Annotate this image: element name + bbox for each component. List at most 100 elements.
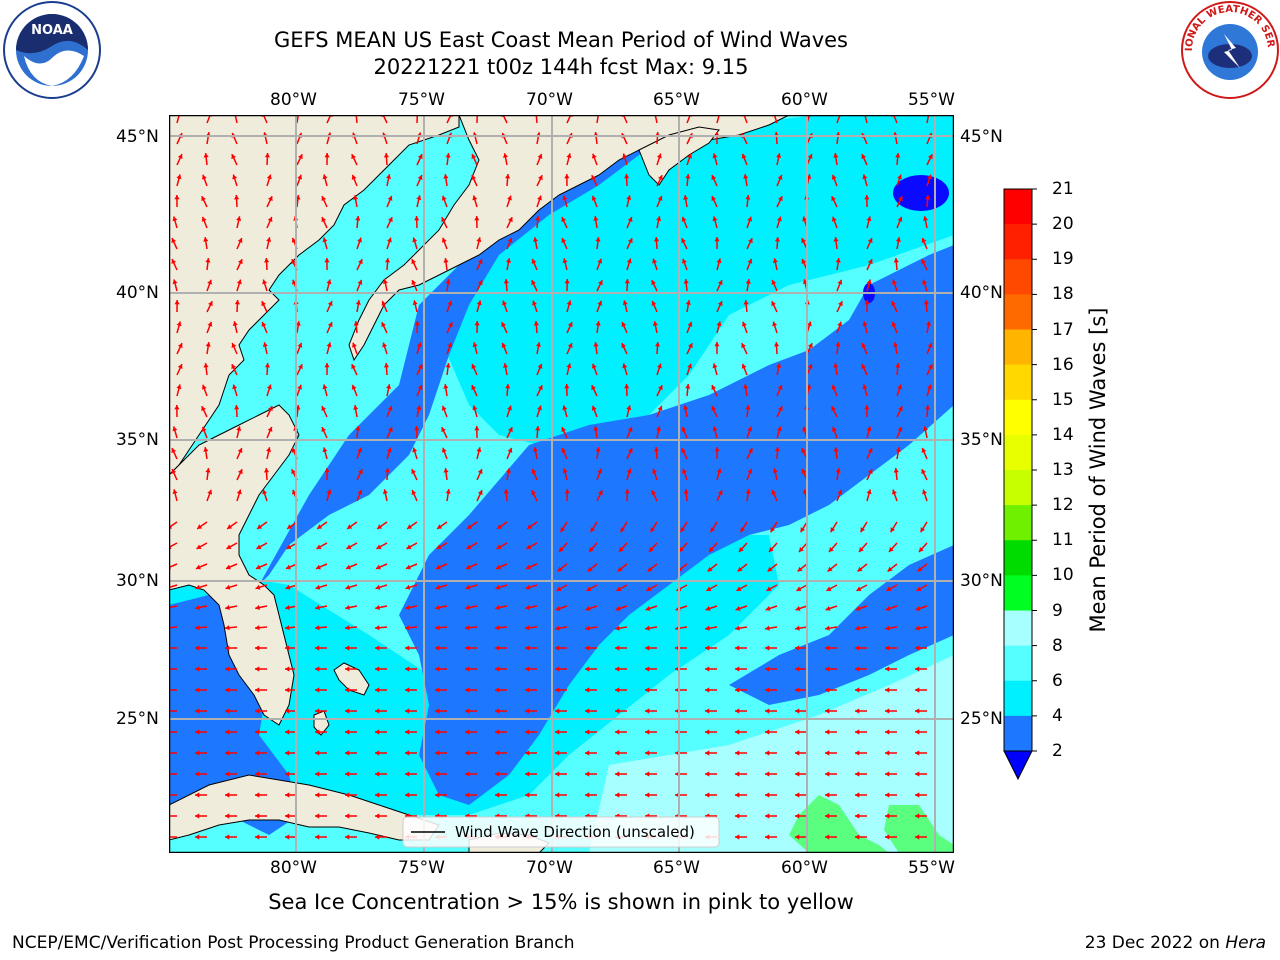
- wave-direction-arrowhead: [322, 447, 328, 453]
- wave-direction-arrowhead: [264, 153, 270, 158]
- wave-direction-arrowhead: [621, 343, 627, 349]
- noaa-logo: NOAA: [0, 0, 104, 108]
- wave-direction-arrowhead: [831, 196, 836, 202]
- wave-direction-arrowhead: [801, 468, 807, 474]
- wave-direction-arrowhead: [357, 447, 363, 453]
- wave-direction-arrowhead: [597, 300, 603, 306]
- wave-direction-arrowhead: [585, 729, 590, 735]
- wave-direction-arrowhead: [417, 385, 423, 390]
- wave-direction-arrowhead: [622, 153, 628, 159]
- wave-direction-arrowhead: [353, 195, 359, 200]
- wave-direction-arrowhead: [555, 645, 560, 651]
- wave-direction-arrowhead: [508, 427, 513, 433]
- wave-direction-arrowhead: [417, 154, 423, 160]
- wave-direction-arrowhead: [831, 174, 837, 180]
- wave-direction-arrowhead: [765, 792, 770, 798]
- wave-direction-arrowhead: [285, 729, 290, 735]
- wave-direction-arrowhead: [922, 489, 928, 495]
- period-below-2: [893, 175, 949, 211]
- wave-direction-arrowhead: [653, 237, 660, 242]
- wave-direction-arrowhead: [915, 645, 920, 651]
- wave-direction-arrowhead: [405, 708, 410, 714]
- wave-direction-arrowhead: [497, 524, 503, 529]
- wave-direction-arrowhead: [705, 750, 710, 756]
- wave-direction-arrowhead: [564, 279, 570, 284]
- wave-direction-arrowhead: [893, 342, 899, 347]
- wave-direction-arrowhead: [898, 406, 903, 412]
- wave-direction-arrowhead: [405, 645, 410, 651]
- wave-direction-arrowhead: [885, 771, 890, 777]
- wave-direction-arrowhead: [656, 216, 662, 221]
- wave-direction-arrowhead: [201, 174, 207, 180]
- wave-direction-arrowhead: [652, 258, 658, 264]
- wave-direction-arrowhead: [624, 279, 630, 284]
- wave-direction-arrowhead: [315, 834, 320, 840]
- wave-direction-arrowhead: [624, 174, 630, 179]
- wave-direction-arrowhead: [735, 750, 740, 756]
- wave-direction-arrowhead: [532, 300, 537, 306]
- wave-direction-arrowhead: [171, 238, 177, 244]
- wave-direction-arrowhead: [225, 813, 230, 819]
- wave-direction-arrowhead: [898, 196, 903, 202]
- colorbar-tick-label: 15: [1052, 389, 1074, 410]
- wave-direction-arrowhead: [448, 322, 453, 328]
- wave-direction-arrowhead: [777, 174, 783, 180]
- wave-direction-arrowhead: [414, 321, 420, 326]
- lat-label-right-30n: 30°N: [960, 571, 1003, 591]
- wave-direction-arrowhead: [505, 384, 511, 389]
- wave-direction-arrowhead: [327, 301, 333, 307]
- wave-direction-arrowhead: [627, 448, 633, 454]
- wave-direction-arrowhead: [771, 301, 777, 307]
- wave-direction-arrowhead: [745, 195, 751, 200]
- wave-direction-arrowhead: [867, 448, 873, 454]
- wave-direction-arrowhead: [735, 625, 740, 631]
- wave-direction-arrowhead: [375, 604, 380, 611]
- wave-direction-arrowhead: [203, 237, 209, 242]
- wave-direction-arrowhead: [556, 586, 562, 591]
- wave-direction-arrowhead: [445, 153, 451, 158]
- colorbar-tick-label: 4: [1052, 705, 1063, 726]
- wave-direction-arrowhead: [652, 468, 658, 474]
- wave-direction-arrowhead: [566, 153, 572, 159]
- wave-direction-arrowhead: [531, 490, 536, 496]
- wave-direction-arrowhead: [201, 216, 207, 222]
- lon-label-top-55w: 55°W: [908, 90, 955, 110]
- wave-direction-arrowhead: [225, 625, 230, 631]
- wave-direction-arrowhead: [557, 566, 563, 572]
- wave-direction-arrow: [176, 115, 180, 124]
- wave-direction-arrowhead: [437, 524, 443, 529]
- wave-direction-arrowhead: [855, 708, 860, 714]
- wave-direction-arrowhead: [801, 238, 807, 244]
- wave-direction-arrowhead: [705, 606, 711, 611]
- wave-direction-arrowhead: [624, 384, 630, 389]
- wave-direction-arrowhead: [174, 195, 180, 200]
- wave-direction-arrowhead: [472, 195, 478, 201]
- wave-direction-arrowhead: [525, 645, 530, 651]
- wave-direction-arrowhead: [651, 490, 657, 496]
- wave-direction-arrowhead: [561, 427, 567, 433]
- wave-direction-arrowhead: [375, 729, 380, 735]
- wave-direction-arrowhead: [827, 566, 833, 572]
- wave-direction-arrowhead: [747, 258, 753, 264]
- wave-direction-arrowhead: [345, 687, 350, 693]
- wave-direction-arrowhead: [443, 174, 449, 179]
- wave-direction-arrowhead: [856, 586, 862, 591]
- wave-direction-arrowhead: [915, 792, 920, 798]
- wave-direction-arrowhead: [585, 606, 591, 611]
- wave-direction-arrowhead: [828, 547, 834, 552]
- wave-direction-arrowhead: [465, 625, 470, 631]
- wave-direction-arrowhead: [705, 645, 710, 651]
- wave-direction-arrowhead: [825, 625, 830, 631]
- wave-direction-arrowhead: [745, 405, 751, 410]
- wave-direction-arrowhead: [351, 174, 357, 180]
- wave-direction-arrowhead: [205, 342, 211, 347]
- wave-direction-arrowhead: [267, 406, 273, 412]
- wave-direction-arrowhead: [447, 300, 453, 306]
- wave-direction-arrowhead: [495, 645, 500, 651]
- wave-direction-arrowhead: [617, 566, 623, 572]
- wave-direction-arrowhead: [927, 364, 933, 370]
- colorbar-tick-label: 19: [1052, 249, 1074, 270]
- wave-direction-arrowhead: [765, 834, 770, 840]
- wave-direction-arrowhead: [795, 729, 800, 735]
- wave-direction-arrowhead: [885, 625, 890, 631]
